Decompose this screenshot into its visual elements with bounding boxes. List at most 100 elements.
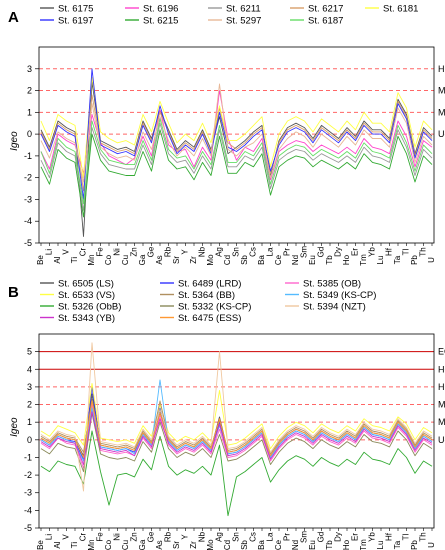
legend-label: St. 6196: [143, 3, 178, 14]
x-tick-label: Y: [181, 249, 190, 255]
y-tick-label: 1: [27, 417, 32, 427]
x-tick-label: Ti: [70, 257, 79, 264]
panel-label: B: [8, 284, 19, 301]
x-tick-label: Eu: [308, 540, 317, 550]
x-tick-label: Fe: [96, 247, 105, 257]
x-tick-label: Yb: [368, 532, 377, 542]
x-tick-label: Sm: [300, 531, 309, 543]
x-tick-label: Cs: [249, 247, 258, 257]
y-tick-label: -5: [24, 523, 32, 533]
x-tick-label: Nd: [291, 540, 300, 550]
reference-line-label: U-MC: [438, 435, 445, 445]
legend-label: St. 5297: [226, 15, 261, 26]
x-tick-label: Cr: [79, 532, 88, 541]
x-tick-label: Sr: [172, 256, 181, 264]
x-tick-label: Ni: [113, 248, 122, 256]
y-axis: -5 -4 -3 -2 -1 0 1 2 3 Igeo: [9, 64, 39, 248]
y-tick-label: 3: [27, 382, 32, 392]
y-tick-label: -2: [24, 470, 32, 480]
x-tick-label: Ho: [342, 539, 351, 550]
x-tick-label: Cd: [223, 255, 232, 265]
panel-label: A: [8, 9, 19, 26]
x-tick-label: Y: [181, 534, 190, 540]
legend-label: St. 5332 (KS-CP): [178, 301, 251, 312]
x-tick-label: Cd: [223, 540, 232, 550]
x-tick-label: Nb: [198, 531, 207, 542]
x-tick-label: Zn: [130, 532, 139, 541]
x-tick-label: Ba: [257, 255, 266, 265]
series-line: [40, 382, 433, 450]
x-tick-label: Li: [45, 249, 54, 255]
plot-frame: [38, 46, 435, 244]
x-tick-label: Dy: [334, 532, 343, 542]
series-line: [40, 411, 433, 465]
y-axis: -5 -4 -3 -2 -1 0 1 2 3 4 5 Igeo: [9, 347, 39, 533]
legend-label: St. 6505 (LS): [58, 278, 114, 289]
reference-lines: EC H-EC HC M-HC MC U-MC: [39, 347, 445, 445]
x-tick-label: Sr: [172, 541, 181, 549]
chart-panel-b: B St. 6505 (LS) St. 6489 (LRD) St. 5385 (OB…: [8, 278, 445, 550]
x-tick-label: Tl: [402, 533, 411, 540]
x-tick-label: Er: [351, 248, 360, 256]
x-tick-label: La: [266, 532, 275, 541]
y-tick-label: -1: [24, 151, 32, 161]
x-tick-label: Mo: [206, 254, 215, 266]
x-tick-label: Tm: [359, 254, 368, 266]
x-tick-label: Al: [53, 541, 62, 548]
x-tick-label: Ce: [274, 539, 283, 550]
x-tick-label: U: [427, 542, 436, 548]
x-tick-label: Sm: [300, 246, 309, 258]
x-tick-label: Ta: [393, 255, 402, 264]
legend-label: St. 6215: [143, 15, 178, 26]
y-tick-label: -2: [24, 173, 32, 183]
x-tick-label: Cu: [121, 540, 130, 550]
legend-label: St. 5326 (ObB): [58, 301, 121, 312]
x-tick-label: Tl: [402, 248, 411, 255]
x-tick-label: La: [266, 247, 275, 256]
y-axis-label: Igeo: [9, 131, 20, 151]
x-tick-label: Co: [104, 254, 113, 265]
legend-label: St. 6187: [308, 15, 343, 26]
x-tick-label: Ba: [257, 540, 266, 550]
x-tick-label: Mn: [87, 254, 96, 265]
x-tick-label: Ga: [138, 254, 147, 265]
reference-line-label: M-HC: [438, 400, 445, 410]
y-tick-label: -4: [24, 505, 32, 515]
x-tick-label: Be: [36, 540, 45, 550]
x-tick-label: Al: [53, 256, 62, 263]
y-tick-label: -3: [24, 194, 32, 204]
x-tick-label: Cr: [79, 247, 88, 256]
y-tick-label: 2: [27, 400, 32, 410]
reference-line-label: EC: [438, 347, 445, 357]
legend-label: St. 5385 (OB): [303, 278, 361, 289]
x-tick-label: Hf: [385, 247, 394, 256]
legend-label: St. 5349 (KS-CP): [303, 290, 376, 301]
x-tick-label: Er: [351, 533, 360, 541]
series-line: [40, 430, 433, 517]
y-tick-label: -5: [24, 238, 32, 248]
series-line: [40, 122, 433, 211]
y-tick-label: -1: [24, 452, 32, 462]
x-tick-label: Tb: [325, 540, 334, 550]
x-tick-label: Rb: [164, 531, 173, 542]
series-line: [40, 77, 433, 179]
x-tick-label: Li: [45, 534, 54, 540]
x-tick-label: Zn: [130, 247, 139, 256]
x-tick-label: Yb: [368, 247, 377, 257]
legend-label: St. 6533 (VS): [58, 290, 115, 301]
series-lines: [40, 342, 433, 517]
y-tick-label: 3: [27, 64, 32, 74]
reference-line-label: H-EC: [438, 364, 445, 374]
x-tick-label: Mo: [206, 539, 215, 550]
x-tick-label: As: [155, 540, 164, 549]
series-line: [40, 81, 433, 237]
y-tick-label: -4: [24, 216, 32, 226]
legend-label: St. 6175: [58, 3, 93, 14]
y-tick-label: 0: [27, 129, 32, 139]
x-tick-label: Nb: [198, 246, 207, 257]
x-tick-label: V: [62, 534, 71, 540]
x-tick-label: Pr: [283, 248, 292, 256]
legend: St. 6505 (LS) St. 6489 (LRD) St. 5385 (OB)…: [40, 278, 376, 324]
